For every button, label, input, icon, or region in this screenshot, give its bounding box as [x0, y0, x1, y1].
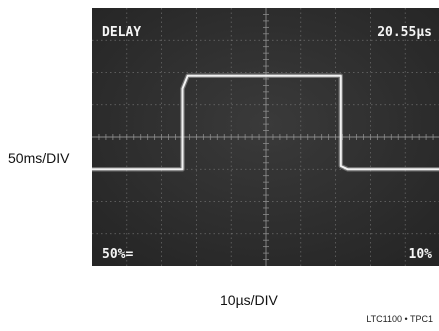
figure-id: LTC1100 • TPC1 — [366, 314, 433, 324]
scope-plot: DELAY 20.55µs 50%= 10% — [92, 8, 439, 266]
readout-top-right: 20.55µs — [377, 25, 432, 40]
x-axis-label: 10µs/DIV — [220, 292, 278, 308]
oscilloscope-screen: DELAY 20.55µs 50%= 10% — [92, 8, 439, 266]
pulse-trace — [92, 74, 439, 171]
readout-top-left: DELAY — [102, 25, 141, 40]
readout-bottom-right: 10% — [409, 247, 433, 262]
y-axis-label: 50ms/DIV — [8, 150, 70, 166]
readout-bottom-left: 50%= — [102, 247, 133, 262]
